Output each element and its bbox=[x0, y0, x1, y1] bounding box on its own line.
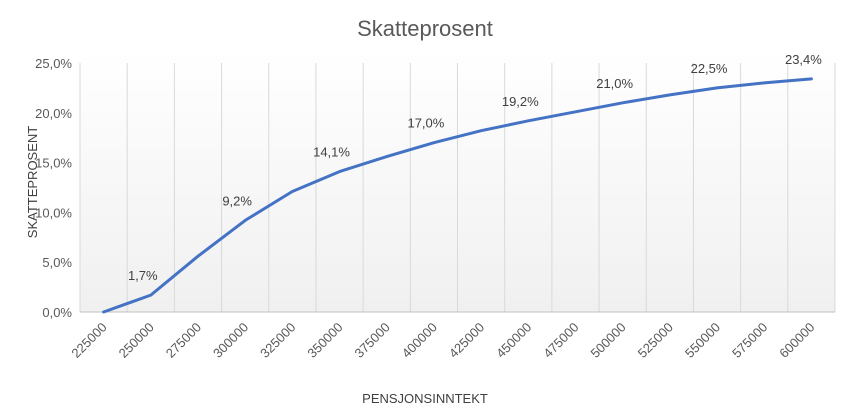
data-label: 21,0% bbox=[596, 76, 633, 91]
data-label: 23,4% bbox=[785, 52, 822, 67]
x-tick-label: 300000 bbox=[210, 320, 251, 361]
series-line-group bbox=[102, 77, 813, 314]
x-axis-title: PENSJONSINNTEKT bbox=[362, 391, 488, 406]
x-tick-label: 225000 bbox=[68, 320, 109, 361]
x-tick-label: 500000 bbox=[587, 320, 628, 361]
data-label: 9,2% bbox=[222, 193, 252, 208]
data-label: 14,1% bbox=[313, 145, 350, 160]
data-label: 22,5% bbox=[691, 61, 728, 76]
x-tick-label: 375000 bbox=[352, 320, 393, 361]
y-tick-label: 15,0% bbox=[35, 156, 72, 171]
x-tick-label: 425000 bbox=[446, 320, 487, 361]
x-tick-label: 350000 bbox=[304, 320, 345, 361]
x-tick-label: 250000 bbox=[116, 320, 157, 361]
x-tick-label: 325000 bbox=[257, 320, 298, 361]
data-label: 1,7% bbox=[128, 268, 158, 283]
x-axis-ticks: 225000 250000 275000 300000 325000 350000 3750… bbox=[68, 320, 817, 361]
y-tick-label: 10,0% bbox=[35, 205, 72, 220]
chart-title: Skatteprosent bbox=[357, 16, 493, 41]
data-labels: 1,7% 9,2% 14,1% 17,0% 19,2% 21,0% 22,5% 23,4% bbox=[128, 52, 822, 283]
x-tick-label: 275000 bbox=[163, 320, 204, 361]
series-line bbox=[102, 77, 813, 314]
x-tick-label: 450000 bbox=[493, 320, 534, 361]
x-tick-label: 400000 bbox=[399, 320, 440, 361]
x-tick-label: 600000 bbox=[776, 320, 817, 361]
x-tick-label: 475000 bbox=[540, 320, 581, 361]
data-label: 17,0% bbox=[407, 116, 444, 131]
y-axis-ticks: 0,0% 5,0% 10,0% 15,0% 20,0% 25,0% bbox=[35, 56, 72, 320]
y-axis-title: SKATTEPROSENT bbox=[25, 126, 40, 239]
y-tick-label: 25,0% bbox=[35, 56, 72, 71]
data-label: 19,2% bbox=[502, 94, 539, 109]
x-tick-label: 525000 bbox=[635, 320, 676, 361]
y-tick-label: 0,0% bbox=[42, 305, 72, 320]
y-tick-label: 20,0% bbox=[35, 106, 72, 121]
gridlines bbox=[79, 63, 836, 312]
x-tick-label: 550000 bbox=[682, 320, 723, 361]
y-tick-label: 5,0% bbox=[42, 255, 72, 270]
x-tick-label: 575000 bbox=[729, 320, 770, 361]
